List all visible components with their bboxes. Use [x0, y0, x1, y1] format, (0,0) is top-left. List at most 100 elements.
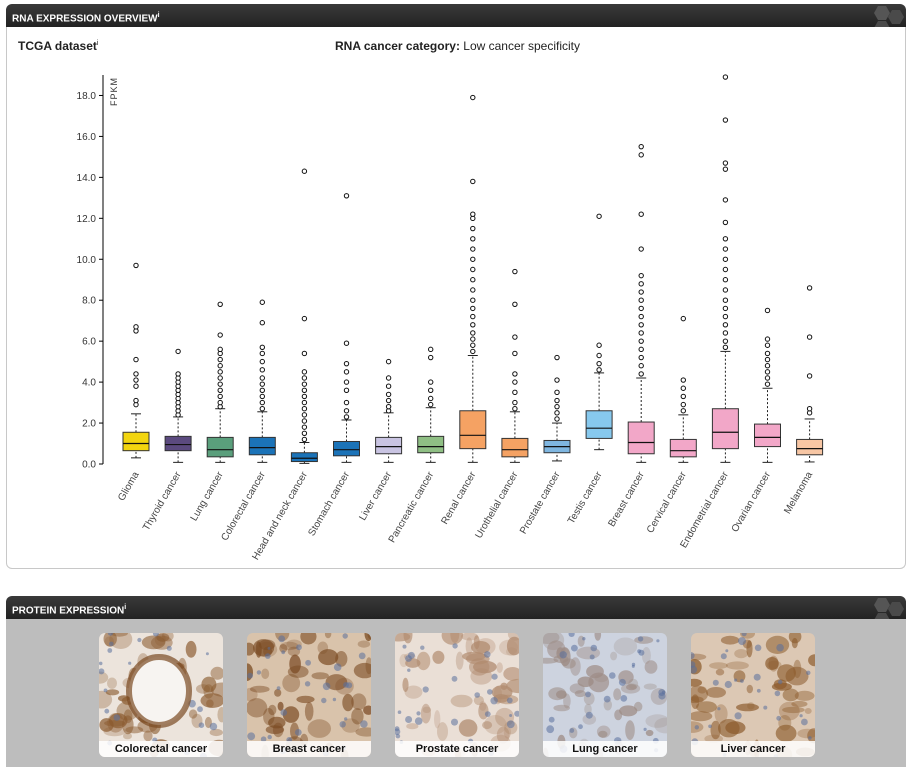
hexagon-decor-icon	[874, 598, 904, 619]
box-iqr	[459, 410, 487, 450]
outlier-point	[217, 332, 223, 338]
outlier-point	[259, 344, 266, 350]
outlier-point	[343, 379, 350, 385]
outlier-point	[470, 322, 476, 328]
outlier-point	[259, 367, 266, 373]
box-iqr	[754, 423, 781, 448]
outlier-point	[764, 363, 771, 369]
outlier-point	[217, 301, 223, 308]
outlier-point	[764, 381, 771, 387]
y-axis-label: FPKM	[109, 77, 119, 106]
outlier-point	[638, 211, 644, 217]
box-iqr	[122, 431, 150, 452]
outlier-point	[680, 408, 686, 414]
tissue-card-lung[interactable]: Lung cancer	[543, 633, 667, 757]
tissue-image	[395, 633, 519, 757]
outlier-point	[680, 377, 686, 383]
outlier-point	[554, 377, 560, 383]
outlier-point	[301, 399, 308, 406]
outlier-point	[259, 375, 266, 381]
rna-category-label: RNA cancer category:	[335, 39, 460, 53]
outlier-point	[343, 399, 350, 406]
protein-info-icon[interactable]: i	[124, 604, 127, 611]
outlier-point	[722, 197, 729, 203]
protein-expression-header: PROTEIN EXPRESSIONi	[6, 596, 906, 619]
outlier-point	[428, 395, 434, 402]
outlier-point	[259, 299, 266, 305]
outlier-point	[470, 236, 476, 242]
outlier-point	[385, 383, 392, 389]
outlier-point	[722, 236, 729, 242]
outlier-point	[301, 393, 308, 400]
category-label: Prostate cancer	[518, 469, 563, 536]
outlier-point	[470, 94, 476, 101]
rna-expression-panel: TCGA dataseti RNA cancer category: Low c…	[6, 27, 906, 569]
outlier-point	[217, 356, 223, 363]
outlier-point	[301, 375, 308, 381]
tissue-image	[543, 633, 667, 757]
outlier-point	[470, 297, 476, 303]
outlier-point	[428, 401, 434, 408]
outlier-point	[175, 348, 181, 355]
outlier-point	[301, 369, 308, 375]
category-label: Cervical cancer	[645, 469, 689, 535]
rna-boxplot-chart: 0.0 2.0 4.0 6.0 8.0 10.0 12.0 14.0 16.0 18.0 FPKM G…	[77, 74, 824, 562]
tissue-card-liver[interactable]: Liver cancer	[691, 633, 815, 757]
outlier-point	[217, 387, 223, 393]
tissue-card-breast[interactable]: Breast cancer	[247, 633, 371, 757]
tissue-image	[691, 633, 815, 757]
outlier-point	[638, 272, 644, 279]
box-iqr	[627, 421, 655, 455]
category-label: Liver cancer	[357, 469, 394, 522]
outlier-point	[343, 408, 350, 414]
outlier-point	[512, 334, 518, 340]
category-label: Glioma	[116, 470, 142, 503]
outlier-point	[554, 397, 560, 404]
outlier-point	[722, 219, 729, 226]
outlier-point	[512, 389, 518, 396]
outlier-point	[343, 193, 350, 199]
category-label: Ovarian cancer	[730, 469, 774, 534]
outlier-point	[638, 305, 644, 312]
outlier-point	[638, 281, 644, 287]
outlier-point	[638, 346, 644, 353]
outlier-point	[638, 363, 644, 369]
outlier-point	[259, 350, 266, 357]
outlier-point	[722, 287, 729, 293]
outlier-point	[301, 387, 308, 393]
outlier-point	[554, 354, 560, 361]
outlier-point	[470, 305, 476, 312]
box-iqr	[417, 435, 445, 454]
outlier-point	[133, 324, 139, 330]
outlier-point	[259, 320, 266, 326]
outlier-point	[343, 414, 350, 420]
outlier-point	[722, 166, 729, 172]
outlier-point	[470, 246, 476, 252]
y-tick-label: 10.0	[77, 255, 97, 266]
outlier-point	[301, 418, 308, 424]
outlier-point	[596, 342, 602, 348]
rna-info-icon[interactable]: i	[157, 12, 160, 19]
tissue-card-prostate[interactable]: Prostate cancer	[395, 633, 519, 757]
y-tick-label: 18.0	[77, 91, 97, 102]
outlier-point	[722, 277, 729, 283]
outlier-point	[512, 301, 518, 308]
outlier-point	[217, 363, 223, 369]
y-tick-label: 4.0	[82, 378, 96, 389]
outlier-point	[554, 403, 560, 410]
outlier-point	[133, 377, 139, 383]
outlier-point	[470, 178, 476, 185]
box-iqr	[164, 435, 192, 452]
category-label: Testis cancer	[566, 469, 605, 526]
outlier-point	[385, 391, 392, 398]
outlier-point	[259, 406, 266, 412]
outlier-point	[512, 406, 518, 412]
outlier-point	[470, 336, 476, 342]
category-label: Melanoma	[782, 470, 815, 516]
outlier-point	[638, 338, 644, 344]
outlier-point	[259, 381, 266, 387]
protein-expression-panel: Colorectal cancer Breast cancer Prostate…	[6, 619, 906, 767]
tissue-card-colorectal[interactable]: Colorectal cancer	[99, 633, 223, 757]
dataset-info-icon[interactable]: i	[96, 40, 99, 47]
outlier-point	[301, 381, 308, 387]
